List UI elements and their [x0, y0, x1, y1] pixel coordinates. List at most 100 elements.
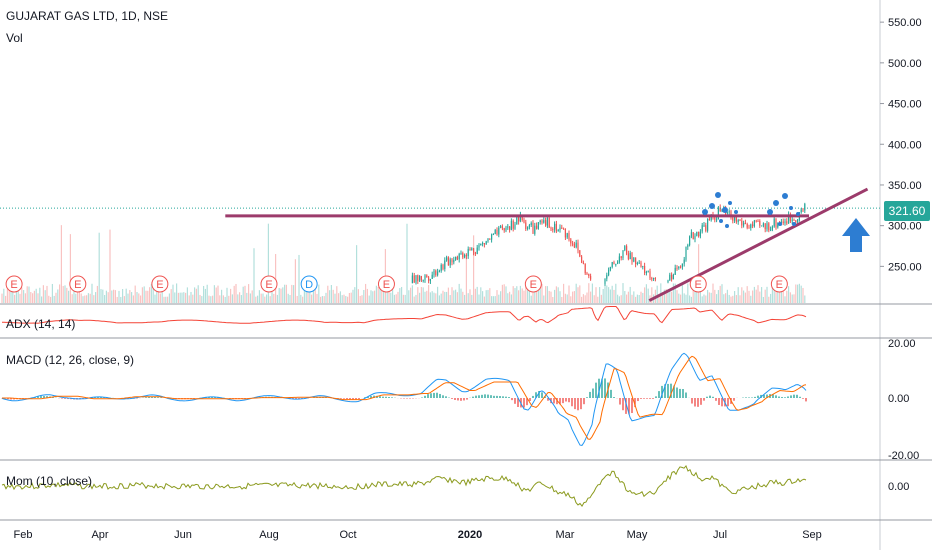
- macd-histogram-bar: [598, 378, 600, 398]
- volume-bar: [120, 296, 122, 303]
- volume-bar: [231, 294, 233, 303]
- volume-bar: [278, 287, 280, 303]
- volume-bar: [168, 293, 170, 303]
- candle-body: [649, 271, 651, 279]
- volume-bar: [201, 296, 203, 303]
- volume-bar: [473, 235, 475, 303]
- macd-histogram-bar: [64, 398, 66, 399]
- volume-bar: [401, 286, 403, 303]
- candle-body: [420, 276, 422, 280]
- volume-bar: [665, 289, 667, 303]
- volume-bar: [55, 292, 57, 303]
- volume-bar: [107, 292, 109, 303]
- candle-body: [442, 264, 444, 269]
- candle-body: [734, 216, 736, 221]
- adx-label[interactable]: ADX (14, 14): [6, 317, 76, 331]
- volume-bar: [431, 291, 433, 303]
- macd-histogram-bar: [373, 395, 375, 398]
- macd-histogram-bar: [583, 398, 585, 405]
- volume-bar: [33, 290, 35, 303]
- volume-bar: [651, 287, 653, 303]
- macd-histogram-bar: [517, 398, 519, 407]
- candle-body: [563, 228, 565, 230]
- macd-histogram-bar: [406, 398, 408, 399]
- candle-body: [521, 214, 523, 220]
- volume-bar: [91, 283, 93, 303]
- macd-histogram-bar: [409, 398, 411, 399]
- volume-bar: [698, 244, 700, 303]
- signal-dot: [767, 209, 773, 215]
- candle-body: [627, 253, 629, 260]
- candle-body: [689, 236, 691, 246]
- volume-bar: [354, 287, 356, 303]
- macd-histogram-bar: [592, 388, 594, 398]
- macd-histogram-bar: [295, 398, 297, 400]
- candle-body: [492, 234, 494, 236]
- candle-body: [494, 229, 496, 235]
- volume-bar: [23, 290, 25, 303]
- candle-body: [687, 245, 689, 247]
- candle-body: [536, 225, 538, 229]
- volume-bar: [363, 290, 365, 303]
- volume-bar: [732, 295, 734, 303]
- volume-bar: [78, 284, 80, 303]
- volume-bar: [298, 254, 300, 303]
- price-tick-label: 450.00: [888, 99, 922, 111]
- volume-bar: [685, 294, 687, 303]
- candle-body: [624, 246, 626, 251]
- candle-body: [771, 226, 773, 230]
- candle-body: [791, 219, 793, 222]
- volume-bar: [311, 294, 313, 303]
- macd-histogram-bar: [574, 398, 576, 410]
- candle-body: [672, 274, 674, 280]
- volume-bar: [728, 294, 730, 303]
- volume-bar: [588, 283, 590, 303]
- candle-body: [431, 274, 433, 279]
- candle-body: [726, 212, 728, 214]
- candle-body: [458, 253, 460, 260]
- volume-bar: [8, 283, 10, 303]
- candle-body: [676, 267, 678, 269]
- volume-bar: [253, 248, 255, 303]
- volume-bar: [275, 254, 277, 303]
- volume-bar: [669, 290, 671, 303]
- macd-histogram-bar: [526, 398, 528, 406]
- volume-bar: [606, 285, 608, 303]
- volume-bar: [437, 286, 439, 303]
- volume-bar: [215, 287, 217, 303]
- macd-label[interactable]: MACD (12, 26, close, 9): [6, 353, 135, 367]
- macd-histogram-bar: [787, 396, 789, 398]
- volume-bar: [325, 292, 327, 303]
- macd-histogram-bar: [793, 394, 795, 398]
- time-tick-label: Mar: [556, 529, 575, 541]
- volume-bar: [696, 285, 698, 303]
- macd-histogram-bar: [148, 397, 150, 398]
- macd-histogram-bar: [547, 398, 549, 401]
- volume-bar: [332, 289, 334, 303]
- time-tick-label: 2020: [458, 529, 482, 541]
- volume-bar: [514, 288, 516, 303]
- volume-bar: [518, 290, 520, 303]
- signal-dot: [789, 206, 793, 210]
- volume-bar: [674, 283, 676, 303]
- volume-bar: [559, 291, 561, 303]
- volume-bar: [496, 290, 498, 303]
- volume-bar: [230, 288, 232, 303]
- volume-bar: [194, 287, 196, 303]
- volume-bar: [757, 285, 759, 303]
- mom-label[interactable]: Mom (10, close): [6, 474, 93, 488]
- volume-bar: [629, 286, 631, 303]
- volume-bar: [764, 289, 766, 303]
- volume-bar: [633, 291, 635, 303]
- volume-bar: [464, 294, 466, 303]
- volume-bar: [678, 293, 680, 303]
- candle-body: [501, 226, 503, 229]
- candle-body: [714, 217, 716, 220]
- volume-bar: [217, 285, 219, 303]
- price-tick-label: 250.00: [888, 261, 922, 273]
- volume-bar: [557, 287, 559, 303]
- time-tick-label: Jul: [713, 529, 727, 541]
- candle-body: [411, 275, 413, 284]
- volume-bar: [789, 292, 791, 303]
